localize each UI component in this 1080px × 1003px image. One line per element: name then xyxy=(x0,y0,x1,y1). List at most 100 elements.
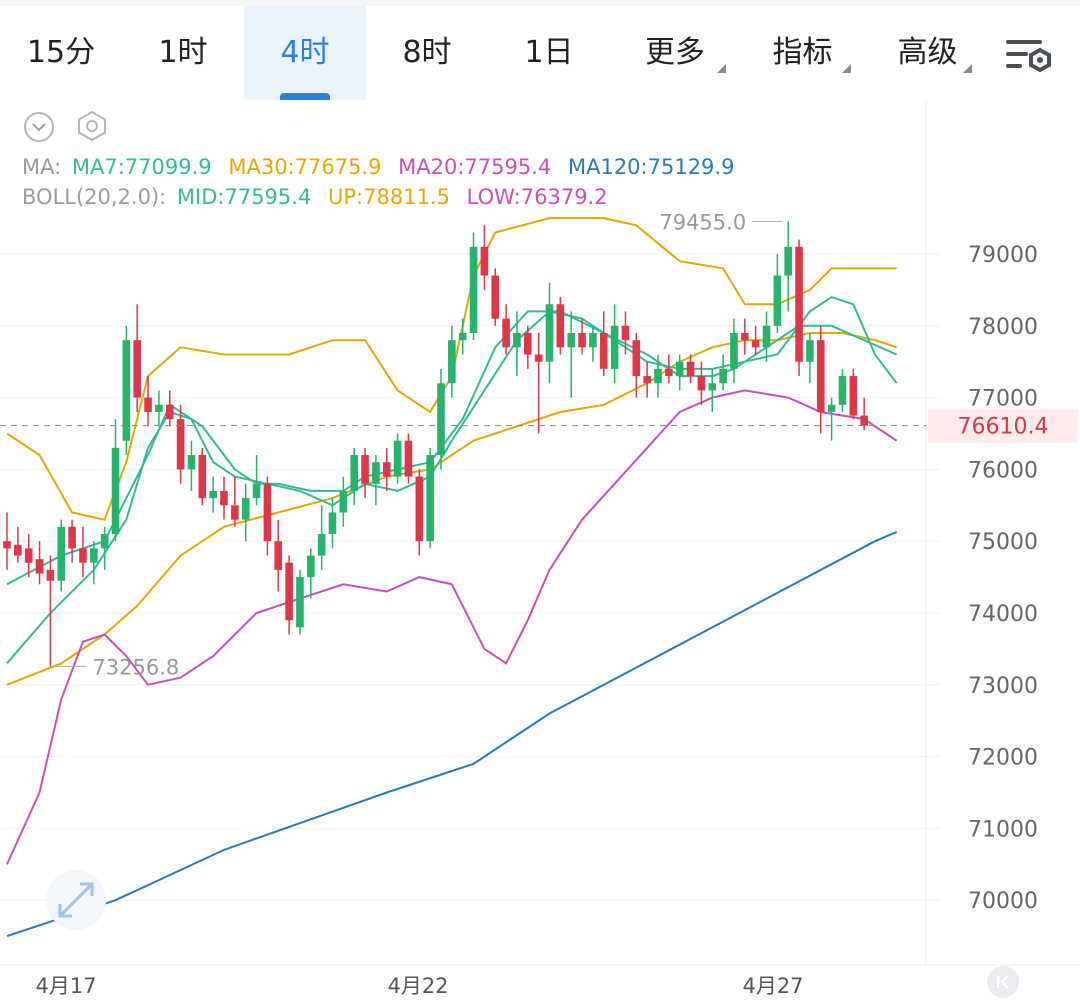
y-tick-label: 78000 xyxy=(968,315,1038,340)
current-price-label: 76610.4 xyxy=(958,415,1049,440)
candle-body xyxy=(274,541,283,570)
y-tick-label: 79000 xyxy=(968,243,1038,268)
x-tick-label: 4月22 xyxy=(387,974,448,998)
boll-mid-value: MID:77595.4 xyxy=(176,185,312,209)
candle-body xyxy=(730,332,738,369)
tab-15m[interactable]: 15分 xyxy=(26,35,96,70)
candle-body xyxy=(827,404,836,412)
candle-body xyxy=(806,340,814,362)
y-tick-label: 73000 xyxy=(968,674,1038,699)
candle-body xyxy=(155,404,163,412)
candle-body xyxy=(241,498,250,520)
ma-label: MA: xyxy=(22,155,62,179)
chevron-down-icon[interactable] xyxy=(23,111,55,143)
candle-body xyxy=(263,483,272,542)
candle-body xyxy=(24,548,33,563)
tab-1h[interactable]: 1时 xyxy=(158,35,208,70)
current-price-tag xyxy=(928,408,1078,443)
candle-body xyxy=(697,376,706,391)
candle-body xyxy=(144,397,152,412)
candle-body xyxy=(317,534,326,556)
tab-4h[interactable]: 4时 xyxy=(244,6,366,100)
tab-advanced[interactable]: 高级 xyxy=(865,6,990,100)
tab-1d[interactable]: 1日 xyxy=(524,35,574,70)
candle-body xyxy=(111,447,120,535)
candle-body xyxy=(762,325,771,348)
candle-body xyxy=(133,340,141,398)
candle-body xyxy=(469,246,478,333)
boll-low-line xyxy=(6,389,898,865)
candle-body xyxy=(578,332,586,348)
candle-body xyxy=(480,246,489,276)
candle-body xyxy=(46,569,55,581)
candle-body xyxy=(350,455,358,491)
candle-body xyxy=(231,505,239,520)
candle-body xyxy=(567,332,575,348)
x-tick-label: 4月27 xyxy=(742,974,803,998)
candle-body xyxy=(14,544,22,556)
candle-body xyxy=(220,490,228,506)
ma7-value: MA7:77099.9 xyxy=(71,155,212,179)
candle-body xyxy=(57,526,66,581)
hexagon-settings-icon[interactable] xyxy=(76,110,108,142)
candle-body xyxy=(816,340,825,412)
candle-body xyxy=(372,462,380,484)
candle-body xyxy=(654,368,662,384)
candle-body xyxy=(296,577,304,628)
ma30-line xyxy=(6,332,898,686)
tab-more-label: 更多 xyxy=(645,35,705,70)
candle-body xyxy=(784,246,792,276)
tab-8h[interactable]: 8时 xyxy=(402,35,452,70)
timeframe-tabs: 15分 1时 4时 8时 1日 更多 指标 高级 xyxy=(0,6,1080,100)
candle-body xyxy=(502,318,510,348)
candle-body xyxy=(665,368,673,377)
candle-body xyxy=(610,325,619,369)
candle-body xyxy=(589,332,597,348)
candle-body xyxy=(198,455,207,499)
low-price-label: 73256.8 xyxy=(92,655,179,679)
candle-body xyxy=(795,246,803,362)
expand-icon[interactable] xyxy=(46,870,106,930)
tab-4h-label: 4时 xyxy=(280,35,330,70)
candle-body xyxy=(285,562,293,621)
tab-more[interactable]: 更多 xyxy=(610,6,740,100)
ma30-value: MA30:77675.9 xyxy=(228,155,382,179)
candle-body xyxy=(773,275,782,326)
boll-label: BOLL(20,2.0): xyxy=(22,185,167,209)
y-tick-label: 75000 xyxy=(968,530,1038,555)
ma120-value: MA120:75129.9 xyxy=(567,155,735,179)
dropdown-triangle-icon xyxy=(963,64,972,73)
boll-mid-line xyxy=(6,310,898,586)
candle-body xyxy=(122,340,131,441)
skip-back-icon[interactable] xyxy=(987,966,1019,998)
ma120-line xyxy=(6,530,898,938)
boll-low-value: LOW:76379.2 xyxy=(466,185,608,209)
candle-body xyxy=(686,361,695,377)
candle-body xyxy=(741,332,749,341)
candle-body xyxy=(100,534,109,549)
candle-body xyxy=(68,526,76,549)
candle-body xyxy=(328,512,337,535)
candle-body xyxy=(339,490,348,513)
candle-body xyxy=(751,340,760,348)
boll-legend: BOLL(20,2.0): MID:77595.4 UP:78811.5 LOW… xyxy=(22,185,618,209)
candlestick-chart[interactable]: 79000 78000 77000 76000 75000 74000 73000 72000… xyxy=(0,100,1080,1003)
top-strip xyxy=(0,0,1080,6)
candle-body xyxy=(437,383,445,456)
candle-body xyxy=(176,419,185,470)
tab-indicators[interactable]: 指标 xyxy=(740,6,865,100)
candle-body xyxy=(187,455,196,470)
y-tick-label: 77000 xyxy=(968,387,1038,412)
candle-body xyxy=(3,541,11,549)
chart-settings-icon[interactable] xyxy=(1002,34,1054,82)
candle-body xyxy=(35,559,44,574)
candle-body xyxy=(79,548,87,563)
candle-body xyxy=(675,361,684,377)
candle-body xyxy=(426,455,434,542)
candle-body xyxy=(382,462,391,477)
candle-body xyxy=(719,368,727,384)
dropdown-triangle-icon xyxy=(717,64,726,73)
y-tick-label: 74000 xyxy=(968,602,1038,627)
y-tick-label: 70000 xyxy=(968,889,1038,914)
candle-body xyxy=(621,325,630,341)
